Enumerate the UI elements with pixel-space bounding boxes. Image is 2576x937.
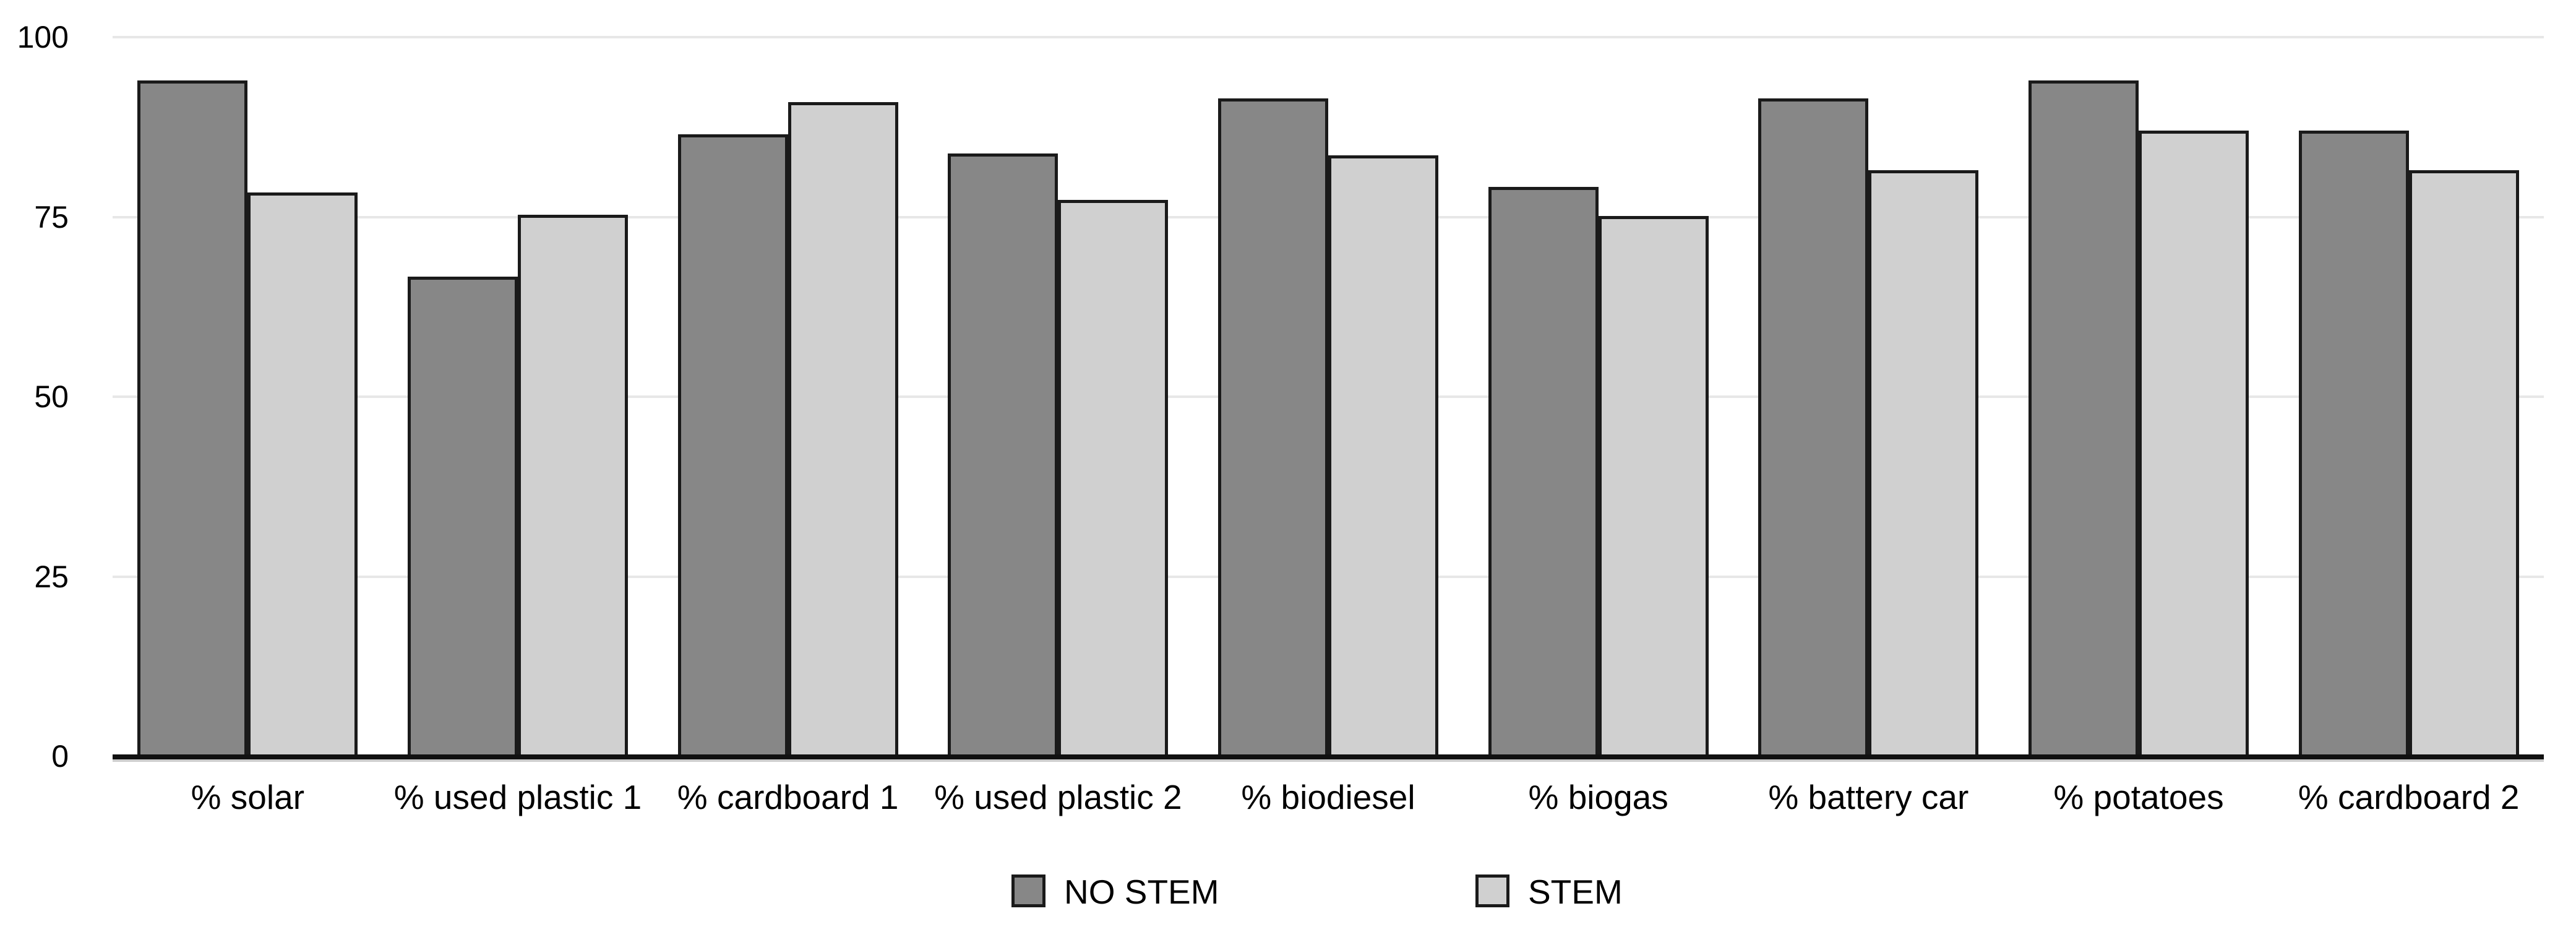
bar-group-pct-used-plastic-2 bbox=[923, 37, 1193, 756]
plot-area bbox=[113, 37, 2544, 756]
bar-stem-pct-used-plastic-1 bbox=[517, 215, 628, 756]
category-label-pct-solar: % solar bbox=[191, 778, 305, 816]
bar-group-pct-cardboard-2 bbox=[2273, 37, 2544, 756]
bar-no-stem-pct-battery-car bbox=[1758, 98, 1869, 756]
bar-group-pct-biogas bbox=[1463, 37, 1733, 756]
bar-stem-pct-biodiesel bbox=[1328, 155, 1438, 756]
x-axis-shadow bbox=[113, 759, 2544, 762]
legend-label-no-stem: NO STEM bbox=[1064, 873, 1219, 911]
legend-swatch-stem bbox=[1475, 874, 1509, 907]
category-label-pct-cardboard-2: % cardboard 2 bbox=[2298, 778, 2520, 816]
bar-stem-pct-used-plastic-2 bbox=[1058, 199, 1169, 756]
bar-no-stem-pct-cardboard-2 bbox=[2298, 131, 2409, 756]
bar-stem-pct-solar bbox=[247, 192, 358, 756]
bar-no-stem-pct-potatoes bbox=[2028, 80, 2139, 756]
bar-group-pct-cardboard-1 bbox=[653, 37, 923, 756]
x-axis-baseline bbox=[113, 754, 2544, 759]
y-tick-label-75: 75 bbox=[34, 199, 69, 235]
category-label-pct-biogas: % biogas bbox=[1528, 778, 1668, 816]
y-tick-label-50: 50 bbox=[34, 379, 69, 414]
bar-group-pct-biodiesel bbox=[1193, 37, 1464, 756]
y-tick-label-100: 100 bbox=[17, 20, 69, 54]
legend-swatch-no-stem bbox=[1011, 874, 1045, 907]
category-label-pct-used-plastic-2: % used plastic 2 bbox=[934, 778, 1182, 816]
bar-no-stem-pct-solar bbox=[137, 80, 248, 756]
bar-stem-pct-cardboard-1 bbox=[788, 101, 898, 756]
y-tick-label-25: 25 bbox=[34, 559, 69, 594]
category-label-pct-potatoes: % potatoes bbox=[2053, 778, 2224, 816]
category-label-pct-cardboard-1: % cardboard 1 bbox=[677, 778, 899, 816]
y-tick-label-0: 0 bbox=[51, 739, 69, 774]
bar-stem-pct-cardboard-2 bbox=[2408, 170, 2519, 756]
bar-no-stem-pct-biodiesel bbox=[1217, 98, 1328, 756]
category-label-pct-battery-car: % battery car bbox=[1768, 778, 1969, 816]
category-label-pct-biodiesel: % biodiesel bbox=[1241, 778, 1415, 816]
bar-group-pct-used-plastic-1 bbox=[383, 37, 653, 756]
gridline-100 bbox=[113, 36, 2544, 38]
legend: NO STEM STEM bbox=[0, 870, 2576, 913]
bar-no-stem-pct-used-plastic-2 bbox=[948, 153, 1058, 756]
bar-group-pct-battery-car bbox=[1733, 37, 2004, 756]
bar-group-pct-potatoes bbox=[2004, 37, 2274, 756]
bar-stem-pct-potatoes bbox=[2138, 131, 2249, 756]
bar-no-stem-pct-biogas bbox=[1488, 186, 1599, 756]
bar-group-pct-solar bbox=[113, 37, 383, 756]
legend-label-stem: STEM bbox=[1528, 873, 1623, 911]
bar-stem-pct-battery-car bbox=[1868, 170, 1979, 756]
bar-no-stem-pct-cardboard-1 bbox=[677, 134, 788, 756]
category-label-pct-used-plastic-1: % used plastic 1 bbox=[393, 778, 642, 816]
bar-stem-pct-biogas bbox=[1598, 216, 1709, 756]
bar-no-stem-pct-used-plastic-1 bbox=[407, 276, 518, 756]
